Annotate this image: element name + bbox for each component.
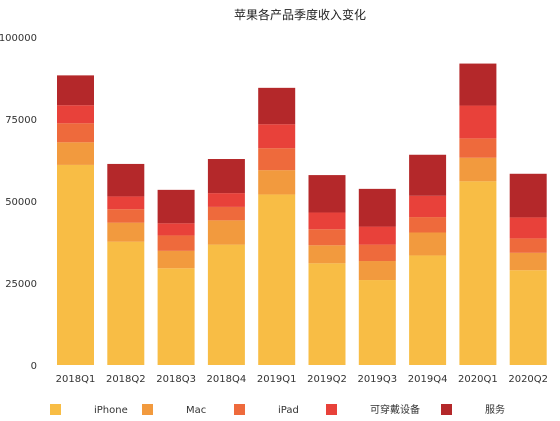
x-tick-label: 2020Q2 [508, 374, 548, 385]
bar-segment [107, 163, 145, 197]
bar-segment [509, 217, 547, 239]
y-tick-label: 75000 [5, 115, 37, 126]
bar-segment [409, 195, 447, 218]
y-tick-label: 0 [31, 361, 37, 372]
bar-segment [358, 244, 396, 262]
legend-label: iPad [278, 405, 299, 416]
bar-segment [157, 235, 195, 251]
bar-segment [459, 105, 497, 139]
bar-segment [207, 244, 245, 365]
bar-segment [409, 255, 447, 365]
bar-segment [207, 193, 245, 207]
legend-label: Mac [186, 405, 206, 416]
x-tick-label: 2019Q2 [307, 374, 347, 385]
bar-segment [258, 194, 296, 365]
bar-segment [459, 63, 497, 106]
bar-segment [157, 223, 195, 236]
bar-segment [258, 124, 296, 149]
bar-segment [107, 209, 145, 223]
x-tick-label: 2018Q3 [156, 374, 196, 385]
bar-segment [308, 263, 346, 365]
legend-label: iPhone [94, 405, 128, 416]
bar-segment [459, 138, 497, 158]
x-tick-label: 2019Q4 [408, 374, 448, 385]
bar-segment [308, 212, 346, 230]
bar-segment [258, 87, 296, 125]
bar-segment [358, 226, 396, 245]
x-tick-label: 2019Q1 [257, 374, 297, 385]
bar-segment [57, 123, 94, 143]
legend: iPhone Mac iPad 可穿戴设备 服务 [50, 403, 505, 416]
legend-swatch [50, 404, 61, 415]
bar-segment [207, 220, 245, 245]
bar-segment [107, 222, 145, 242]
y-axis: 0 25000 50000 75000 100000 [0, 33, 37, 372]
bar-segment [358, 261, 396, 281]
bar-segment [409, 217, 447, 233]
bar-segment [107, 196, 145, 210]
y-tick-label: 100000 [0, 33, 37, 44]
bar-segment [358, 188, 396, 227]
x-axis: 2018Q1 2018Q2 2018Q3 2018Q4 2019Q1 2019Q2 2019… [56, 374, 548, 385]
bar-segment [459, 157, 497, 182]
bar-segment [308, 245, 346, 264]
y-tick-label: 50000 [5, 197, 37, 208]
bar-segment [57, 164, 94, 365]
y-tick-label: 25000 [5, 279, 37, 290]
bar-segment [57, 105, 94, 124]
legend-swatch [142, 404, 153, 415]
bar-segment [509, 252, 547, 271]
bar-segment [409, 154, 447, 196]
bars [57, 63, 547, 365]
bar-segment [308, 175, 346, 213]
bar-segment [207, 159, 245, 194]
bar-segment [157, 268, 195, 365]
x-tick-label: 2018Q4 [207, 374, 247, 385]
x-tick-label: 2020Q1 [458, 374, 498, 385]
x-tick-label: 2018Q2 [106, 374, 146, 385]
legend-label: 服务 [485, 403, 505, 416]
bar-segment [207, 206, 245, 221]
bar-segment [258, 170, 296, 195]
bar-segment [258, 148, 296, 171]
bar-segment [157, 250, 195, 269]
bar-segment [509, 238, 547, 253]
bar-segment [107, 241, 145, 365]
legend-swatch [326, 404, 337, 415]
bar-segment [358, 280, 396, 365]
x-tick-label: 2018Q1 [56, 374, 96, 385]
legend-swatch [234, 404, 245, 415]
bar-segment [509, 270, 547, 365]
bar-segment [509, 173, 547, 218]
x-tick-label: 2019Q3 [357, 374, 397, 385]
chart-title: 苹果各产品季度收入变化 [234, 7, 366, 22]
bar-segment [409, 232, 447, 256]
legend-label: 可穿戴设备 [370, 403, 420, 416]
bar-segment [459, 181, 497, 365]
bar-segment [157, 189, 195, 224]
bar-segment [57, 142, 94, 165]
legend-swatch [441, 404, 452, 415]
bar-segment [308, 229, 346, 246]
bar-segment [57, 75, 94, 106]
